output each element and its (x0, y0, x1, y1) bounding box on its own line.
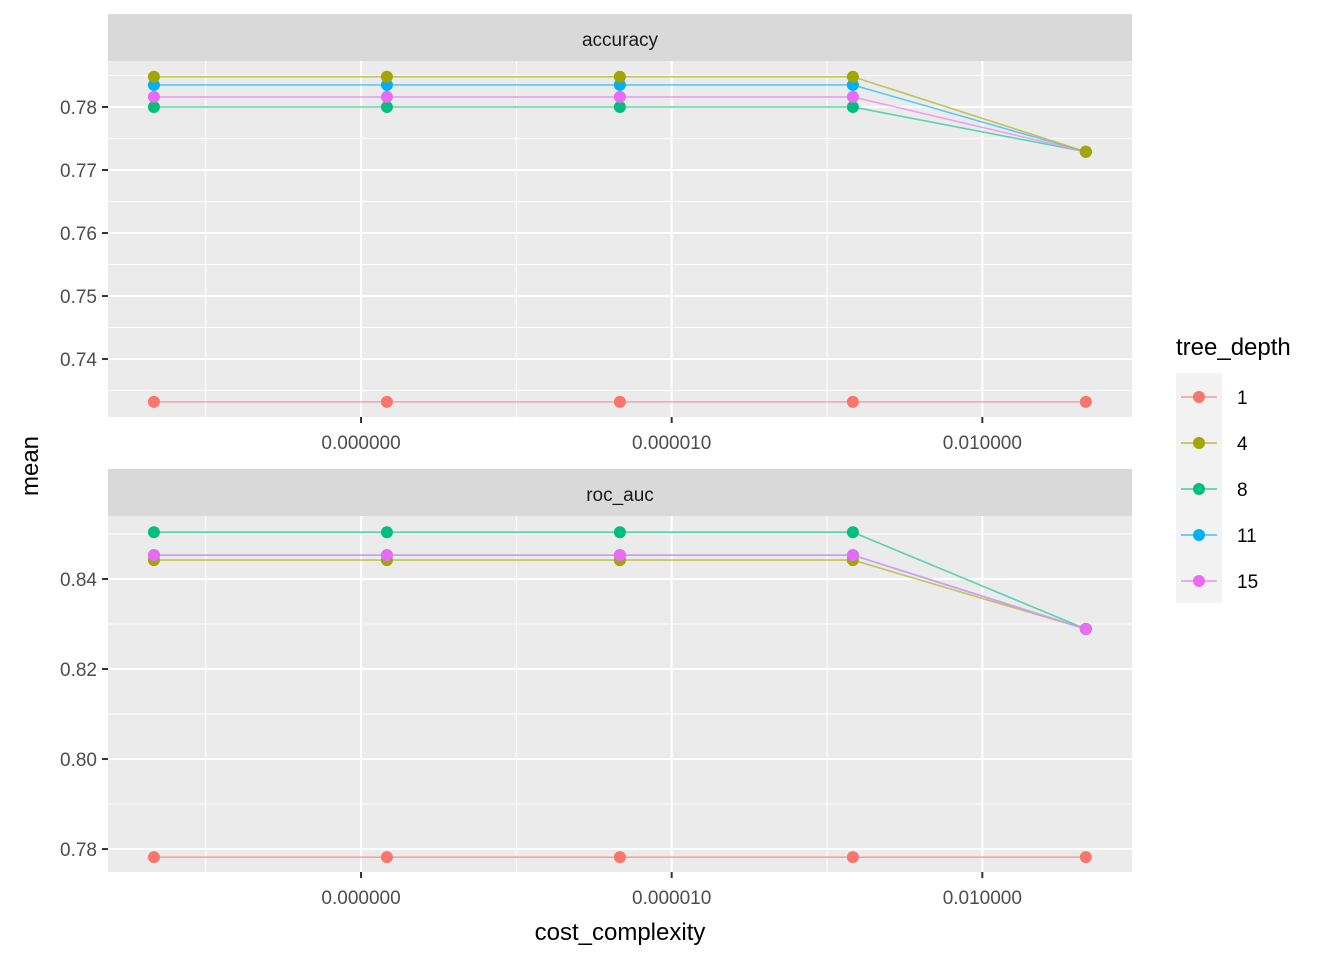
facet-strip (108, 14, 1132, 61)
data-point-8 (147, 526, 160, 539)
panels: accuracy 0.74 0.75 0.76 0.77 0.78 0.000000 0.00… (60, 14, 1132, 909)
data-point-1 (1079, 851, 1092, 864)
facet-strip-label: roc_auc (586, 485, 654, 506)
y-tick-label: 0.78 (60, 840, 97, 861)
y-tick-label: 0.75 (60, 287, 97, 308)
x-tick-label: 0.000010 (632, 433, 711, 454)
legend-key-point (1193, 391, 1205, 403)
facet-strip (108, 469, 1132, 516)
data-point-8 (613, 100, 626, 113)
x-tick-label: 0.010000 (943, 433, 1022, 454)
legend-entries: 1 4 8 11 15 (1181, 388, 1258, 593)
data-point-1 (846, 395, 859, 408)
data-point-8 (613, 526, 626, 539)
y-tick-label: 0.74 (60, 350, 97, 371)
data-point-15 (147, 90, 160, 103)
legend-item-11: 11 (1181, 526, 1257, 547)
data-point-15 (1079, 622, 1092, 635)
data-point-8 (380, 526, 393, 539)
y-tick-label: 0.84 (60, 570, 97, 591)
x-axis-title: cost_complexity (535, 919, 706, 946)
legend-key-point (1193, 575, 1205, 587)
y-tick-label: 0.77 (60, 161, 97, 182)
data-point-15 (846, 549, 859, 562)
legend-label: 1 (1237, 388, 1248, 409)
legend-key-point (1193, 529, 1205, 541)
legend-label: 15 (1237, 572, 1258, 593)
x-tick-label: 0.010000 (943, 888, 1022, 909)
legend-label: 4 (1237, 434, 1248, 455)
data-point-15 (846, 90, 859, 103)
data-point-8 (147, 100, 160, 113)
data-point-1 (613, 395, 626, 408)
legend-item-15: 15 (1181, 572, 1258, 593)
legend-label: 11 (1237, 526, 1257, 547)
x-tick-label: 0.000000 (321, 888, 400, 909)
y-tick-label: 0.82 (60, 660, 97, 681)
data-point-1 (380, 395, 393, 408)
y-axis-title: mean (17, 436, 44, 496)
legend-item-4: 4 (1181, 434, 1248, 455)
legend: tree_depth 1 4 8 11 15 (1176, 334, 1291, 603)
data-point-4 (613, 70, 626, 83)
panel-roc_auc: roc_auc 0.78 0.80 0.82 0.84 0.000000 0.000010 0… (60, 469, 1132, 909)
y-tick-label: 0.76 (60, 224, 97, 245)
data-point-15 (147, 549, 160, 562)
data-point-8 (846, 100, 859, 113)
y-tick-label: 0.80 (60, 750, 97, 771)
data-point-8 (846, 526, 859, 539)
data-point-15 (380, 549, 393, 562)
data-point-1 (613, 851, 626, 864)
panel-background (108, 516, 1132, 872)
legend-key-point (1193, 483, 1205, 495)
data-point-4 (846, 70, 859, 83)
legend-item-1: 1 (1181, 388, 1248, 409)
data-point-1 (147, 851, 160, 864)
data-point-15 (380, 90, 393, 103)
legend-key-point (1193, 437, 1205, 449)
data-point-1 (846, 851, 859, 864)
panel-background (108, 61, 1132, 417)
data-point-1 (147, 395, 160, 408)
data-point-15 (613, 90, 626, 103)
legend-label: 8 (1237, 480, 1248, 501)
legend-item-8: 8 (1181, 480, 1248, 501)
legend-title: tree_depth (1176, 334, 1291, 361)
x-tick-label: 0.000000 (321, 433, 400, 454)
data-point-1 (1079, 395, 1092, 408)
data-point-4 (1079, 145, 1092, 158)
x-tick-label: 0.000010 (632, 888, 711, 909)
facet-strip-label: accuracy (582, 30, 659, 51)
data-point-8 (380, 100, 393, 113)
y-tick-label: 0.78 (60, 98, 97, 119)
data-point-15 (613, 549, 626, 562)
panel-accuracy: accuracy 0.74 0.75 0.76 0.77 0.78 0.000000 0.00… (60, 14, 1132, 454)
data-point-4 (147, 70, 160, 83)
data-point-1 (380, 851, 393, 864)
data-point-4 (380, 70, 393, 83)
